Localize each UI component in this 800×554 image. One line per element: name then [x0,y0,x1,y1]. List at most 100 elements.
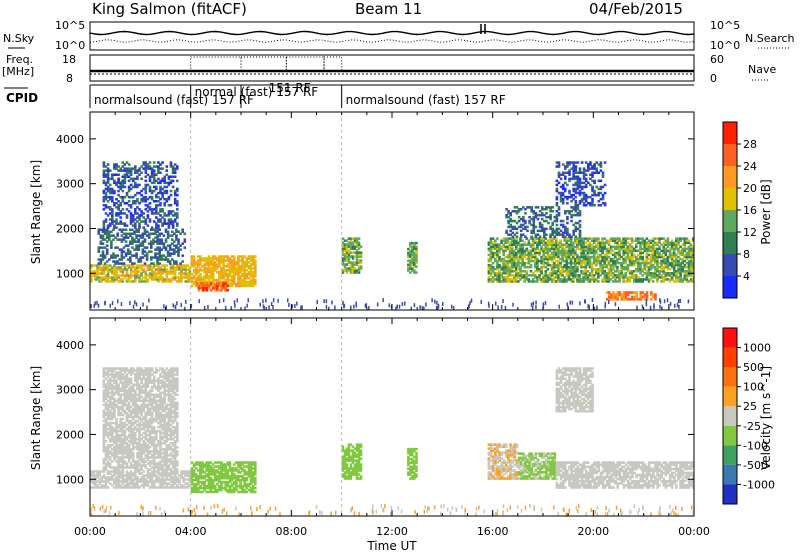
power-cell [504,280,508,283]
power-cell [582,251,585,255]
power-cell [649,239,653,242]
power-cell [396,304,398,309]
power-cell [146,268,150,271]
power-cell [90,278,93,281]
power-cell [207,259,211,262]
power-cell [133,230,136,233]
power-cell [643,249,647,253]
power-cell [543,233,546,236]
power-cell [591,189,594,193]
power-cell [237,278,240,282]
power-cell [555,223,559,227]
power-cell [529,253,533,257]
velocity-cell [159,486,162,489]
power-cell [662,241,665,244]
power-cell [167,177,171,181]
power-cell [111,218,114,221]
power-cell [618,291,622,294]
power-cell [540,249,543,253]
velocity-cell [113,480,116,483]
velocity-cell [115,367,118,370]
velocity-cell [148,486,152,489]
power-cell [597,239,600,242]
power-cell [597,237,600,240]
power-cell [106,214,110,217]
power-cell [174,304,176,309]
power-cell [409,251,412,255]
power-cell [576,278,579,281]
power-cell [641,278,644,281]
power-cell [103,232,107,235]
power-cell [643,278,647,281]
power-cell [171,242,174,245]
velocity-cell [102,450,106,453]
velocity-cell [125,480,129,483]
power-cell [531,274,535,277]
power-cell [540,270,543,273]
power-cell [142,226,145,229]
power-cell [184,276,187,279]
power-cell [565,268,569,271]
power-cell [534,255,537,259]
velocity-cell [111,417,114,421]
velocity-cell [173,474,177,477]
power-cell [254,271,257,274]
velocity-cell [102,440,106,443]
power-cell [228,265,232,268]
power-cell [263,305,265,310]
power-cell [511,219,515,223]
velocity-cell [121,468,125,471]
power-cell [190,278,194,282]
power-cell [670,261,674,265]
power-cell [530,229,533,233]
power-cell [645,263,649,267]
power-cell [157,276,160,279]
power-cell [125,193,129,197]
power-cell [102,191,106,195]
power-cell [175,244,178,247]
power-cell [626,249,630,253]
velocity-cell [92,470,95,473]
power-cell [207,280,211,284]
power-cell [96,278,99,281]
velocity-cell [104,446,108,449]
velocity-cell [119,472,122,475]
power-cell [487,253,491,257]
power-cell [689,259,693,263]
power-cell [148,165,152,168]
power-cell [129,173,133,176]
power-cell [538,270,541,273]
power-cell [572,177,575,181]
velocity-cell [134,470,137,473]
power-cell [649,247,653,251]
power-cell [226,288,229,292]
power-cell [569,261,573,265]
velocity-cell [129,470,133,473]
velocity-cell [129,486,133,489]
power-cell [534,213,538,217]
power-cell [565,259,569,263]
power-cell [220,261,223,264]
power-cell [207,278,211,282]
velocity-cell [106,431,110,435]
power-cell [157,226,160,229]
power-cell [411,261,414,264]
power-cell [171,264,175,267]
velocity-cell [161,480,164,483]
power-cell [631,297,634,301]
power-cell [111,200,114,203]
velocity-cell [113,407,116,411]
power-cell [180,268,183,271]
velocity-cell [108,401,112,405]
power-cell [163,266,166,269]
power-cell [574,169,578,172]
power-cell [510,249,514,253]
station-title: King Salmon (fitACF) [92,0,247,18]
power-cell [545,215,548,219]
power-cell [469,300,471,305]
power-cell [635,259,638,263]
power-cell [561,225,565,229]
power-cell [167,226,171,229]
velocity-cell [184,474,187,477]
